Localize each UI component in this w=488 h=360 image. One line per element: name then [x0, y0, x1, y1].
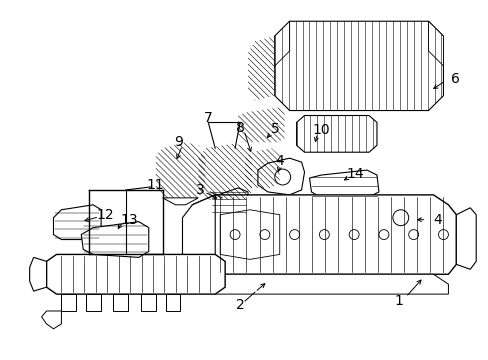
- Polygon shape: [210, 188, 247, 215]
- Text: 3: 3: [196, 183, 204, 197]
- Text: 10: 10: [312, 123, 329, 138]
- Text: 12: 12: [96, 208, 114, 222]
- Text: 6: 6: [450, 72, 459, 86]
- Polygon shape: [296, 116, 376, 152]
- Polygon shape: [41, 311, 61, 329]
- Polygon shape: [113, 294, 128, 311]
- Polygon shape: [163, 198, 198, 205]
- Polygon shape: [53, 205, 101, 239]
- Text: 14: 14: [346, 167, 363, 181]
- Text: 5: 5: [271, 122, 280, 136]
- Text: 8: 8: [235, 121, 244, 135]
- Polygon shape: [427, 21, 443, 66]
- Polygon shape: [165, 294, 180, 311]
- Polygon shape: [238, 108, 284, 142]
- Polygon shape: [257, 158, 304, 195]
- Text: 2: 2: [235, 298, 244, 312]
- Polygon shape: [220, 210, 279, 260]
- Polygon shape: [182, 195, 215, 274]
- Polygon shape: [244, 148, 279, 188]
- Text: 11: 11: [146, 178, 164, 192]
- Polygon shape: [46, 255, 224, 294]
- Polygon shape: [81, 222, 148, 257]
- Polygon shape: [30, 257, 46, 291]
- Text: 4: 4: [433, 213, 441, 227]
- Polygon shape: [155, 142, 205, 198]
- Polygon shape: [200, 274, 447, 294]
- Polygon shape: [198, 143, 251, 200]
- Polygon shape: [309, 170, 378, 198]
- Text: 9: 9: [174, 135, 183, 149]
- Text: 1: 1: [393, 294, 403, 308]
- Polygon shape: [247, 36, 274, 100]
- Polygon shape: [378, 203, 421, 233]
- Polygon shape: [274, 21, 289, 66]
- Text: 13: 13: [120, 213, 138, 227]
- Polygon shape: [86, 294, 101, 311]
- Polygon shape: [61, 294, 76, 311]
- Text: 4: 4: [275, 154, 284, 168]
- Polygon shape: [455, 208, 475, 269]
- Polygon shape: [141, 294, 155, 311]
- Text: 7: 7: [203, 112, 212, 126]
- Polygon shape: [274, 21, 443, 111]
- Polygon shape: [192, 195, 455, 274]
